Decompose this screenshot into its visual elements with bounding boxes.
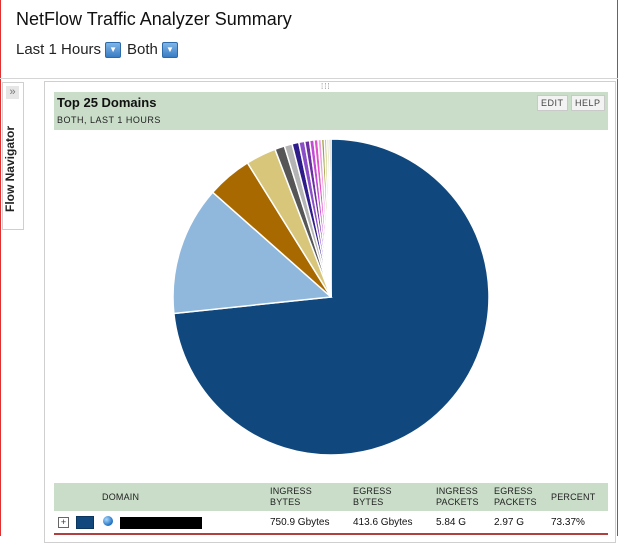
cell-egress-packets: 2.97 G bbox=[494, 517, 525, 528]
col-percent[interactable]: PERCENT bbox=[551, 492, 596, 502]
col-egress-packets[interactable]: EGRESS PACKETS bbox=[494, 486, 537, 507]
drag-handle-icon[interactable]: ⁞⁞⁞ bbox=[321, 82, 331, 91]
pie-slice-16[interactable] bbox=[328, 138, 332, 298]
expand-icon[interactable]: » bbox=[6, 86, 19, 99]
cell-percent: 73.37% bbox=[551, 517, 585, 528]
cell-ingress-bytes: 750.9 Gbytes bbox=[270, 517, 330, 528]
edit-button[interactable]: EDIT bbox=[537, 95, 568, 111]
col-ingress-bytes[interactable]: INGRESS BYTES bbox=[270, 486, 312, 507]
redacted-domain-name[interactable] bbox=[120, 517, 202, 529]
time-filter[interactable]: Last 1 Hours ▼ bbox=[16, 41, 122, 58]
chevron-down-icon[interactable]: ▼ bbox=[105, 41, 122, 58]
expand-row-icon[interactable]: + bbox=[58, 517, 69, 528]
chevron-down-icon[interactable]: ▼ bbox=[161, 41, 178, 58]
widget-title: Top 25 Domains bbox=[57, 95, 157, 110]
widget-subtitle: BOTH, LAST 1 HOURS bbox=[57, 115, 161, 125]
col-egress-bytes[interactable]: EGRESS BYTES bbox=[353, 486, 392, 507]
top-domains-widget: Top 25 Domains BOTH, LAST 1 HOURS EDIT H… bbox=[54, 92, 608, 536]
col-domain[interactable]: DOMAIN bbox=[102, 492, 140, 502]
help-button[interactable]: HELP bbox=[571, 95, 605, 111]
page-title: NetFlow Traffic Analyzer Summary bbox=[16, 9, 292, 29]
row-underline bbox=[54, 533, 608, 535]
cell-egress-bytes: 413.6 Gbytes bbox=[353, 517, 413, 528]
widget-header: Top 25 Domains BOTH, LAST 1 HOURS EDIT H… bbox=[54, 92, 608, 130]
direction-filter[interactable]: Both ▼ bbox=[127, 41, 178, 58]
pie-slice-2[interactable] bbox=[172, 191, 333, 315]
divider bbox=[0, 78, 618, 79]
filter-bar: Last 1 Hours ▼ Both ▼ bbox=[16, 41, 184, 58]
table-header: DOMAIN INGRESS BYTES EGRESS BYTES INGRES… bbox=[54, 483, 608, 511]
table-row[interactable]: + 750.9 Gbytes 413.6 Gbytes 5.84 G 2.97 … bbox=[54, 511, 608, 533]
legend-swatch bbox=[76, 516, 94, 529]
window-frame-left bbox=[0, 0, 1, 536]
col-ingress-packets[interactable]: INGRESS PACKETS bbox=[436, 486, 479, 507]
flow-navigator-label: Flow Navigator bbox=[3, 126, 17, 213]
flow-navigator-tab[interactable]: » Flow Navigator bbox=[2, 82, 24, 230]
time-filter-label: Last 1 Hours bbox=[16, 41, 102, 58]
direction-filter-label: Both bbox=[127, 41, 158, 58]
globe-icon bbox=[103, 516, 113, 526]
cell-ingress-packets: 5.84 G bbox=[436, 517, 467, 528]
domains-pie-chart[interactable] bbox=[54, 130, 608, 482]
